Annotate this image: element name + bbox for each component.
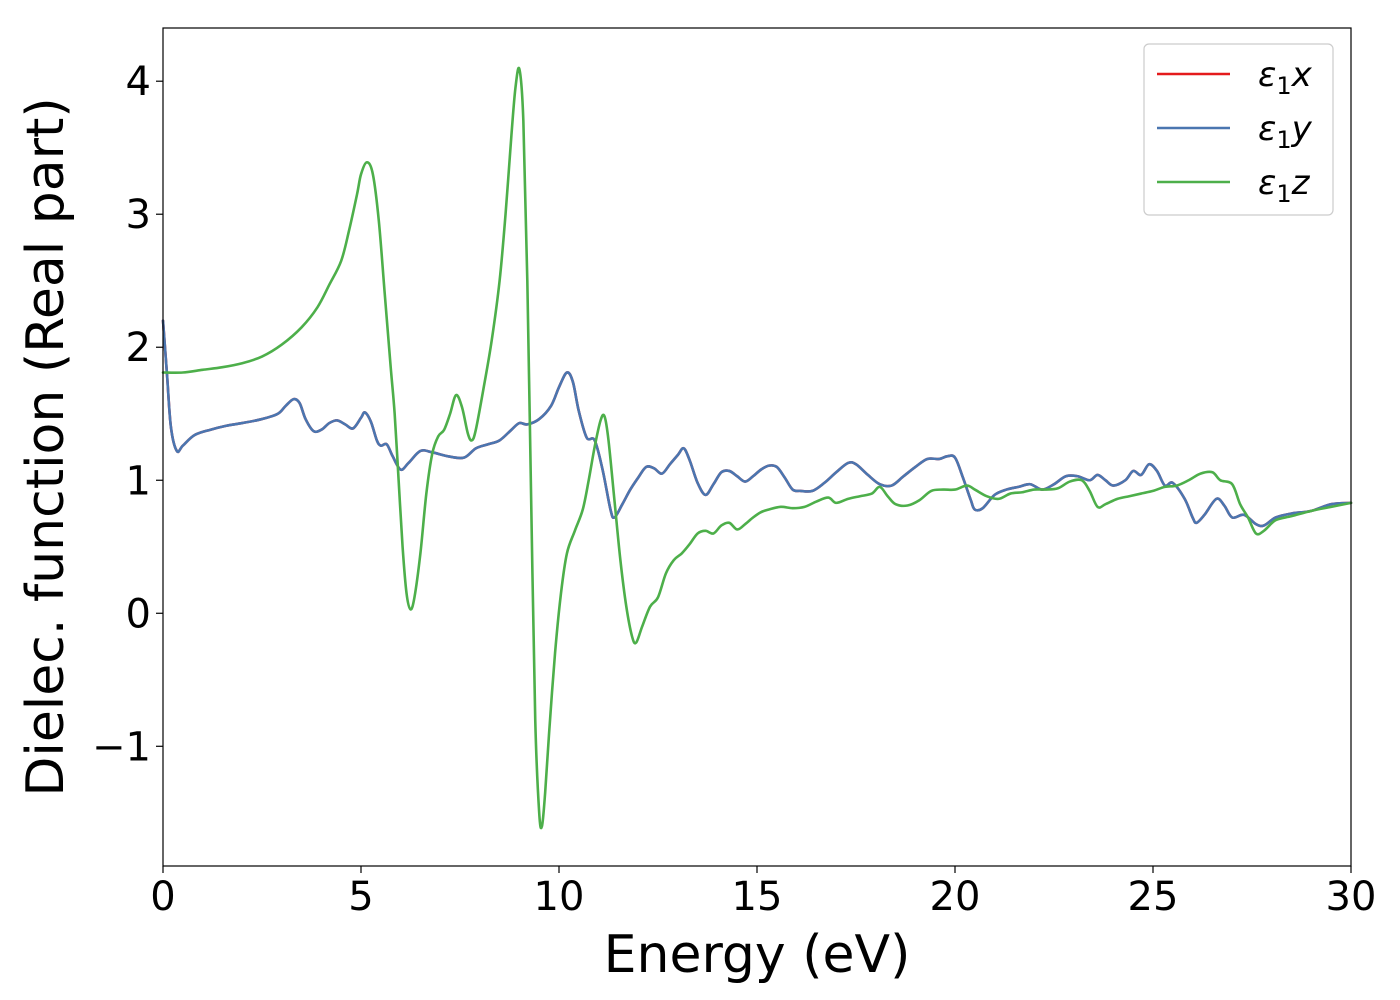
x-tick-label: 15 [732,874,783,920]
legend: ε1x ε1y ε1z [1143,43,1334,216]
series-line-epsilon1y [161,319,1353,528]
y-tick-label: 1 [126,458,151,504]
series-line-epsilon1z [161,66,1353,830]
x-tick-label: 0 [150,874,175,920]
x-tick-label: 30 [1326,874,1377,920]
x-axis-ticks: 0 5 10 15 20 25 30 [150,866,1376,920]
y-tick-label: −1 [92,724,151,770]
legend-box [1143,43,1334,216]
y-tick-label: 3 [126,192,151,238]
legend-label-epsilon1y: ε1y [1258,109,1313,154]
x-tick-label: 5 [348,874,373,920]
legend-items: ε1x ε1y ε1z [1157,55,1313,208]
y-tick-label: 0 [126,591,151,637]
y-tick-label: 2 [126,325,151,371]
y-tick-label: 4 [126,59,151,105]
x-tick-label: 20 [930,874,981,920]
legend-label-epsilon1z: ε1z [1258,163,1311,208]
x-tick-label: 10 [534,874,585,920]
x-tick-label: 25 [1128,874,1179,920]
y-axis-ticks: −1 0 1 2 3 4 [92,59,163,770]
series-layer [161,66,1353,830]
legend-label-epsilon1x: ε1x [1258,55,1313,100]
y-axis-label: Dielec. function (Real part) [16,97,76,796]
x-axis-label: Energy (eV) [604,925,911,985]
